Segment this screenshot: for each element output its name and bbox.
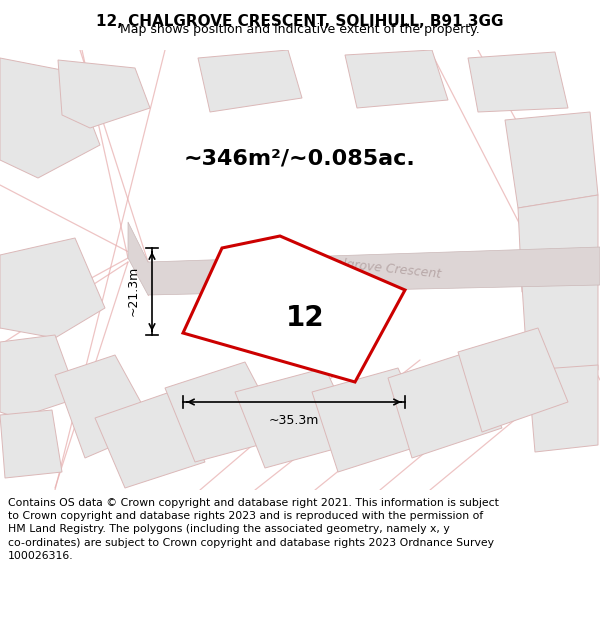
Polygon shape — [528, 365, 598, 452]
Polygon shape — [198, 50, 302, 112]
Polygon shape — [128, 222, 600, 295]
Text: ~35.3m: ~35.3m — [269, 414, 319, 426]
Polygon shape — [0, 335, 78, 418]
Text: Map shows position and indicative extent of the property.: Map shows position and indicative extent… — [120, 23, 480, 36]
Polygon shape — [518, 195, 598, 292]
Polygon shape — [55, 355, 155, 458]
Polygon shape — [95, 392, 205, 488]
Text: ~346m²/~0.085ac.: ~346m²/~0.085ac. — [184, 148, 416, 168]
Text: ~21.3m: ~21.3m — [127, 266, 139, 316]
Text: Contains OS data © Crown copyright and database right 2021. This information is : Contains OS data © Crown copyright and d… — [8, 498, 499, 561]
Polygon shape — [165, 362, 285, 462]
Polygon shape — [388, 352, 502, 458]
Polygon shape — [235, 368, 360, 468]
Polygon shape — [0, 410, 62, 478]
Text: 12, CHALGROVE CRESCENT, SOLIHULL, B91 3GG: 12, CHALGROVE CRESCENT, SOLIHULL, B91 3G… — [96, 14, 504, 29]
Polygon shape — [458, 328, 568, 432]
Polygon shape — [345, 50, 448, 108]
Polygon shape — [58, 60, 150, 128]
Polygon shape — [0, 58, 100, 178]
Text: 12: 12 — [286, 304, 325, 332]
Polygon shape — [522, 278, 598, 378]
Polygon shape — [505, 112, 598, 208]
Polygon shape — [0, 238, 105, 338]
Polygon shape — [312, 368, 432, 472]
Polygon shape — [468, 52, 568, 112]
Text: Chalgrove Crescent: Chalgrove Crescent — [318, 255, 442, 281]
Polygon shape — [183, 236, 405, 382]
